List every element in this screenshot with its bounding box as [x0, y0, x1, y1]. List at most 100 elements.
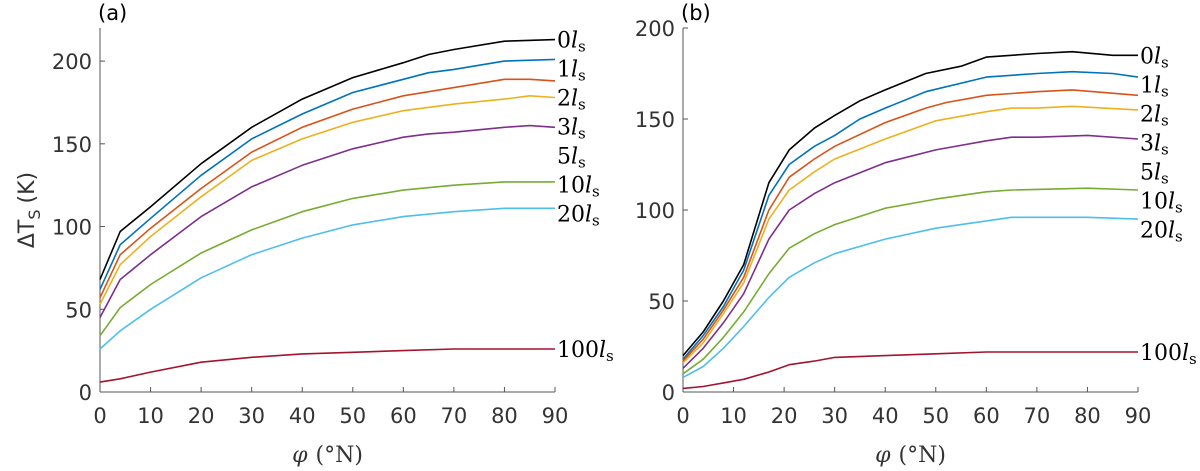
x-label-unit: (°N) — [315, 443, 362, 468]
x-tick-label: 10 — [137, 404, 164, 428]
y-tick-label: 150 — [52, 133, 92, 157]
series-label-number: 3 — [557, 116, 571, 141]
series-label-number: 1 — [557, 58, 571, 83]
x-tick-label: 40 — [872, 404, 899, 428]
series-label-number: 2 — [557, 87, 571, 112]
series-label: 3ls — [1140, 131, 1169, 158]
series-label: 5ls — [557, 145, 586, 172]
series-label-number: 100 — [557, 338, 599, 363]
x-tick-label: 50 — [339, 404, 366, 428]
series-label-number: 5 — [1140, 160, 1154, 185]
series-label-unit: l — [571, 116, 578, 141]
series-label-sub: s — [1161, 140, 1169, 158]
y-tick-label: 50 — [648, 290, 675, 314]
series-line-20 — [99, 207, 555, 350]
series-line-3 — [682, 105, 1139, 364]
x-tick-label: 60 — [973, 404, 1000, 428]
series-label-unit: l — [571, 87, 578, 112]
series-line-0 — [99, 38, 556, 280]
series-label: 20ls — [557, 203, 600, 230]
series-label-number: 0 — [1140, 44, 1154, 69]
series-label: 10ls — [557, 174, 600, 201]
series-label-number: 0 — [557, 29, 571, 54]
series-label-unit: l — [571, 58, 578, 83]
x-tick-label: 90 — [1125, 404, 1152, 428]
series-label-sub: s — [1161, 82, 1169, 100]
x-tick-label: 20 — [771, 404, 798, 428]
series-line-1 — [682, 70, 1139, 360]
series-line-100 — [682, 351, 1138, 390]
series-label-number: 100 — [1140, 341, 1182, 366]
series-line-20 — [682, 216, 1139, 379]
series-label-number: 5 — [557, 145, 571, 170]
series-label: 2ls — [1140, 102, 1169, 129]
series-label-unit: l — [1154, 73, 1161, 98]
series-label-sub: s — [1189, 350, 1197, 368]
series-line-0 — [682, 50, 1138, 357]
series-label: 20ls — [1140, 218, 1183, 245]
series-label-unit: l — [1154, 131, 1161, 156]
x-tick-label: 20 — [188, 404, 215, 428]
y-label-sub: S — [25, 209, 44, 219]
series-label-unit: l — [571, 29, 578, 54]
series-label-unit: l — [1168, 218, 1175, 243]
series-label-number: 20 — [557, 203, 585, 228]
series-label-unit: l — [1154, 160, 1161, 185]
series-label: 1ls — [1140, 73, 1169, 100]
y-tick-label: 100 — [52, 216, 92, 240]
series-label: 0ls — [1140, 44, 1169, 71]
series-label-number: 3 — [1140, 131, 1154, 156]
x-tick-label: 60 — [390, 404, 417, 428]
series-line-5 — [682, 134, 1139, 369]
series-label: 100ls — [1140, 341, 1197, 368]
y-tick-label: 200 — [635, 17, 675, 41]
series-label: 0ls — [557, 29, 586, 56]
series-label-unit: l — [599, 338, 606, 363]
y-tick-label: 0 — [79, 381, 92, 405]
y-tick-label: 50 — [65, 298, 92, 322]
x-axis-label: φ (°N) — [875, 443, 946, 468]
series-label-sub: s — [578, 38, 586, 56]
series-label-sub: s — [592, 212, 600, 230]
x-tick-label: 80 — [491, 404, 518, 428]
x-tick-label: 80 — [1074, 404, 1101, 428]
series-label: 5ls — [1140, 160, 1169, 187]
x-tick-label: 0 — [93, 404, 106, 428]
series-label-sub: s — [1175, 227, 1183, 245]
x-tick-label: 10 — [720, 404, 747, 428]
series-line-3 — [99, 95, 556, 305]
series-label-number: 10 — [1140, 189, 1168, 214]
y-label-unit: (K) — [15, 172, 40, 204]
series-label-sub: s — [1161, 111, 1169, 129]
series-label-unit: l — [1154, 102, 1161, 127]
series-line-10 — [99, 181, 555, 337]
series-label: 100ls — [557, 338, 614, 365]
y-tick-label: 200 — [52, 50, 92, 74]
panel-label: (b) — [681, 1, 711, 25]
series-label-unit: l — [585, 174, 592, 199]
y-tick-label: 100 — [635, 199, 675, 223]
series-label-number: 2 — [1140, 102, 1154, 127]
x-tick-label: 50 — [922, 404, 949, 428]
series-label-unit: l — [1154, 44, 1161, 69]
series-label-unit: l — [1182, 341, 1189, 366]
x-tick-label: 30 — [238, 404, 265, 428]
series-label-sub: s — [578, 67, 586, 85]
x-axis-label: φ (°N) — [292, 443, 363, 468]
series-label: 10ls — [1140, 189, 1183, 216]
series-line-2 — [99, 78, 556, 299]
y-axis-label: ΔTS (K) — [15, 172, 44, 248]
series-line-1 — [99, 58, 556, 290]
series-label-unit: l — [1168, 189, 1175, 214]
series-label-sub: s — [1161, 53, 1169, 71]
x-tick-label: 70 — [441, 404, 468, 428]
series-label-unit: l — [585, 203, 592, 228]
x-tick-label: 40 — [289, 404, 316, 428]
series-line-5 — [99, 124, 556, 318]
panel-label: (a) — [98, 1, 127, 25]
x-tick-label: 90 — [542, 404, 569, 428]
y-tick-label: 150 — [635, 108, 675, 132]
